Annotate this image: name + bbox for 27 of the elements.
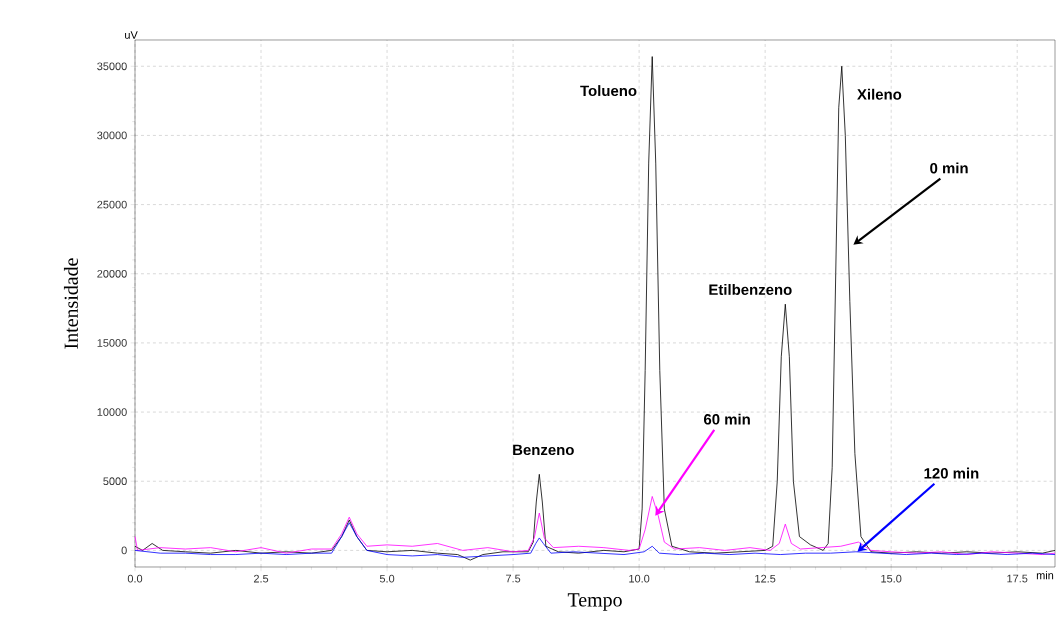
y-tick-label: 20000 — [97, 269, 127, 278]
x-tick-label: 12.5 — [755, 574, 776, 583]
x-tick-label: 15.0 — [881, 574, 902, 583]
x-tick-label: 5.0 — [379, 574, 395, 583]
y-axis-title: Intensidade — [63, 258, 78, 349]
annotation: Xileno — [857, 88, 902, 100]
y-tick-label: 35000 — [97, 62, 127, 71]
x-tick-label: 10.0 — [629, 574, 650, 583]
x-tick-label: 2.5 — [253, 574, 269, 583]
annotation: Etilbenzeno — [709, 284, 792, 295]
annotation: 60 min — [703, 413, 750, 425]
x-tick-label: 0.0 — [127, 574, 143, 583]
y-tick-label: 5000 — [103, 477, 127, 486]
x-axis-title: Tempo — [567, 593, 622, 611]
annotation: Benzeno — [513, 444, 574, 456]
annotation: 120 min — [924, 467, 979, 479]
y-tick-label: 15000 — [97, 339, 127, 347]
text: min — [1036, 571, 1054, 580]
y-tick-label: 30000 — [97, 131, 127, 140]
y-tick-label: 25000 — [97, 200, 127, 209]
text: uV — [125, 31, 138, 39]
y-tick-label: 10000 — [97, 408, 127, 416]
y-tick-label: 0 — [121, 546, 127, 555]
x-tick-label: 7.5 — [506, 574, 521, 583]
annotation: Tolueno — [580, 85, 637, 97]
annotation: 0 min — [930, 162, 968, 174]
x-tick-label: 17.5 — [1007, 574, 1028, 583]
